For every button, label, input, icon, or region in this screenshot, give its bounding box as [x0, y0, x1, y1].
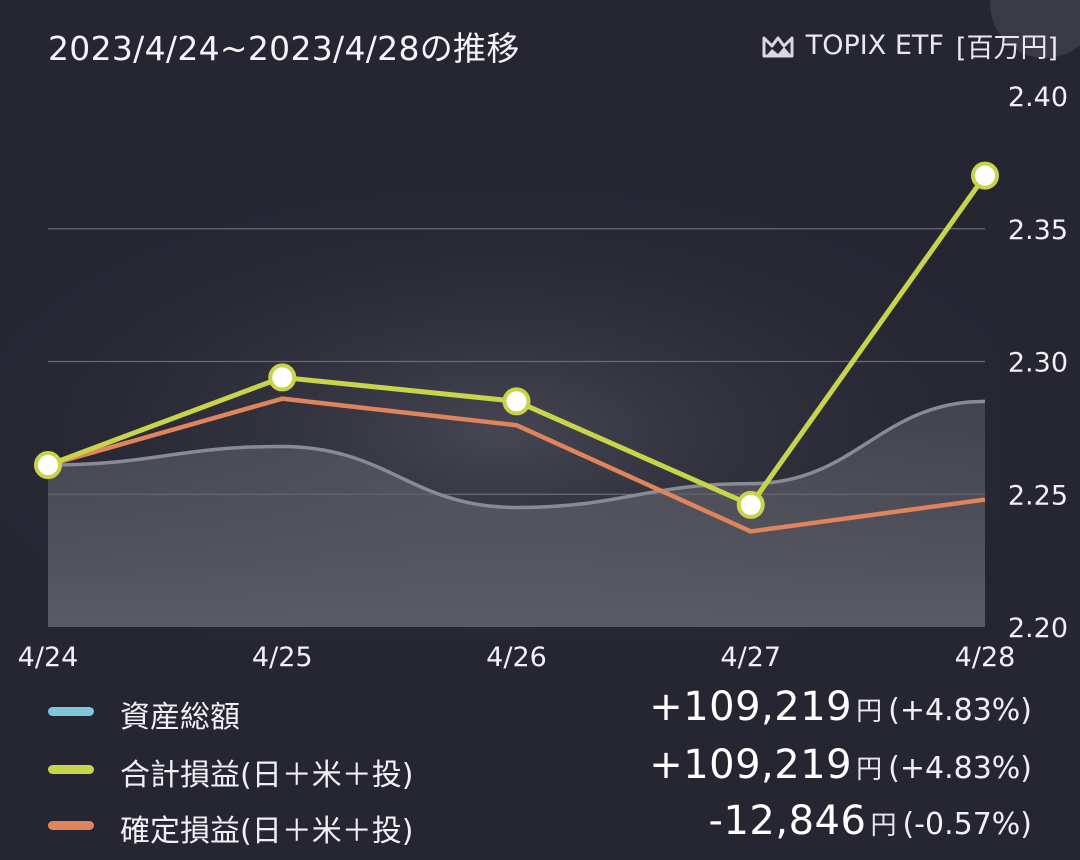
data-point-marker[interactable] [736, 490, 765, 519]
mountain-chart-icon [762, 32, 794, 60]
benchmark-indicator: TOPIX ETF [百万円] [762, 26, 1058, 65]
legend-amount: -12,846 [708, 798, 867, 844]
y-tick-label: 2.30 [1008, 348, 1068, 379]
legend-label: 確定損益(日＋米＋投) [120, 814, 414, 849]
data-point-marker[interactable] [971, 161, 999, 190]
legend-amount: +109,219 [649, 742, 853, 788]
benchmark-area [48, 401, 985, 627]
legend-swatch [48, 821, 94, 830]
unit-label: [百万円] [955, 33, 1058, 64]
y-tick-label: 2.25 [1008, 480, 1068, 511]
data-point-marker[interactable] [268, 363, 297, 392]
legend-row-realized-pl[interactable]: 確定損益(日＋米＋投) -12,846 円 (-0.57%) [0, 796, 1080, 854]
legend-value: -12,846 円 (-0.57%) [709, 798, 1032, 844]
page-title: 2023/4/24~2023/4/28の推移 [48, 29, 520, 68]
legend-unit: 円 [870, 811, 897, 841]
legend-unit: 円 [856, 697, 883, 727]
y-tick-label: 2.20 [1008, 613, 1068, 644]
legend-row-total-pl[interactable]: 合計損益(日＋米＋投) +109,219 円 (+4.83%) [0, 740, 1080, 798]
legend-label: 資産総額 [120, 700, 240, 735]
realized-pl-line [47, 396, 986, 534]
benchmark-line [47, 399, 986, 510]
y-tick-label: 2.40 [1008, 82, 1068, 113]
legend-percent: (+4.83%) [888, 751, 1032, 786]
x-tick-label: 4/25 [252, 642, 313, 673]
y-tick-label: 2.35 [1008, 215, 1068, 246]
legend-swatch [48, 707, 94, 716]
x-tick-label: 4/26 [486, 642, 547, 673]
legend-row-total-assets[interactable]: 資産総額 +109,219 円 (+4.83%) [0, 682, 1080, 740]
legend-unit: 円 [856, 755, 883, 785]
data-point-marker[interactable] [34, 451, 62, 480]
legend-value: +109,219 円 (+4.83%) [649, 742, 1032, 788]
legend-amount: +109,219 [649, 684, 853, 730]
legend-percent: (-0.57%) [902, 807, 1032, 842]
line-chart: 2.40 2.35 2.30 2.25 2.20 4/24 4/25 4/26 4/27 4/2… [0, 82, 1068, 673]
benchmark-label: TOPIX ETF [805, 30, 944, 61]
legend-swatch [48, 765, 94, 774]
data-point-marker[interactable] [502, 387, 531, 416]
x-tick-label: 4/28 [955, 642, 1016, 673]
legend-percent: (+4.83%) [888, 693, 1032, 728]
x-tick-label: 4/24 [18, 642, 79, 673]
x-tick-label: 4/27 [720, 642, 781, 673]
legend-value: +109,219 円 (+4.83%) [649, 684, 1032, 730]
legend-label: 合計損益(日＋米＋投) [120, 758, 414, 793]
